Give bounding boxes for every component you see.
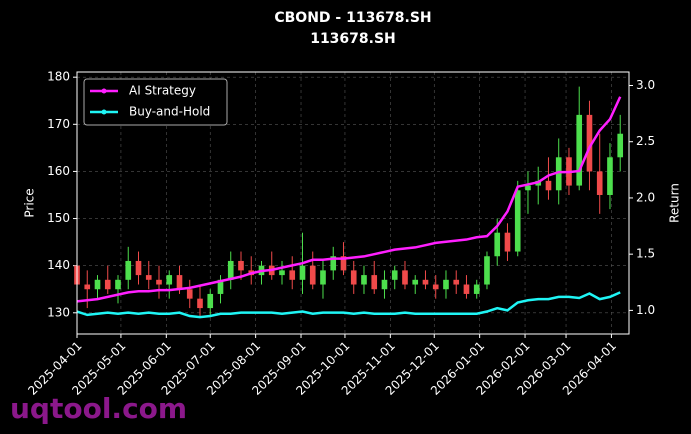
candle-body: [514, 190, 521, 252]
series-line: [76, 291, 621, 319]
y2-tick-label: 1.5: [636, 247, 655, 261]
candle-body: [453, 279, 460, 285]
candle-body: [309, 265, 316, 285]
candle-body: [289, 270, 296, 280]
candle-body: [504, 232, 511, 252]
candle-body: [84, 284, 91, 290]
candle-body: [125, 260, 132, 280]
legend: AI Strategy Buy-and-Hold: [83, 78, 228, 126]
y-tick-label: 150: [47, 211, 70, 225]
candle-body: [381, 279, 388, 290]
candle-body: [545, 180, 552, 191]
candle-body: [484, 256, 490, 285]
candle-body: [340, 256, 347, 271]
candle-body: [197, 298, 203, 309]
candle-body: [320, 270, 326, 285]
candle-body: [176, 275, 183, 290]
candle-body: [412, 279, 419, 285]
candle-body: [555, 157, 562, 191]
candle-body: [607, 157, 613, 195]
y-tick-label: 170: [47, 117, 70, 131]
candle-body: [94, 279, 101, 290]
watermark: uqtool.com: [10, 392, 187, 425]
y2-tick-label: 1.0: [636, 303, 655, 317]
legend-marker: [101, 88, 107, 94]
candle-body: [463, 284, 470, 294]
candle-body: [166, 275, 173, 285]
chart-title: CBOND - 113678.SH: [274, 10, 431, 26]
y2-tick-label: 2.5: [636, 134, 655, 148]
y-tick-label: 160: [47, 164, 70, 178]
candle-body: [104, 279, 111, 290]
legend-label: AI Strategy: [129, 84, 196, 98]
candle-body: [186, 289, 193, 299]
y-axis-label: Price: [23, 188, 37, 217]
chart-subtitle: 113678.SH: [310, 31, 396, 47]
y2-tick-label: 3.0: [636, 78, 655, 92]
candle-body: [238, 260, 244, 271]
y-tick-label: 180: [47, 70, 70, 84]
candle-body: [432, 284, 439, 290]
y2-axis-label: Return: [668, 183, 682, 223]
candle-body: [207, 293, 214, 309]
series-line: [76, 96, 622, 303]
legend-marker: [101, 109, 107, 115]
legend-box: [83, 78, 228, 126]
candle-body: [391, 270, 398, 280]
candle-body: [473, 284, 480, 294]
candle-body: [576, 114, 583, 186]
candle-body: [217, 279, 224, 294]
candle-body: [525, 185, 531, 191]
candle-body: [299, 265, 306, 280]
candle-body: [350, 270, 357, 285]
candle-body: [145, 275, 152, 280]
candle-body: [402, 270, 408, 285]
plot-frame: [76, 71, 630, 335]
y-tick-label: 140: [47, 258, 70, 272]
legend-label: Buy-and-Hold: [129, 105, 210, 119]
candle-body: [156, 279, 162, 285]
candle-body: [135, 260, 142, 276]
candle-body: [443, 279, 449, 290]
candle-body: [596, 171, 603, 195]
candle-body: [330, 256, 337, 271]
y2-tick-label: 2.0: [636, 190, 655, 204]
candle-body: [361, 275, 367, 285]
candle-body: [279, 270, 285, 276]
candle-body: [227, 260, 234, 280]
y-tick-label: 130: [47, 305, 70, 319]
candle-body: [115, 279, 121, 290]
candle-body: [371, 275, 378, 290]
candle-body: [617, 133, 624, 158]
candle-body: [494, 232, 501, 257]
candle-body: [422, 279, 429, 285]
candle-body: [586, 114, 593, 172]
